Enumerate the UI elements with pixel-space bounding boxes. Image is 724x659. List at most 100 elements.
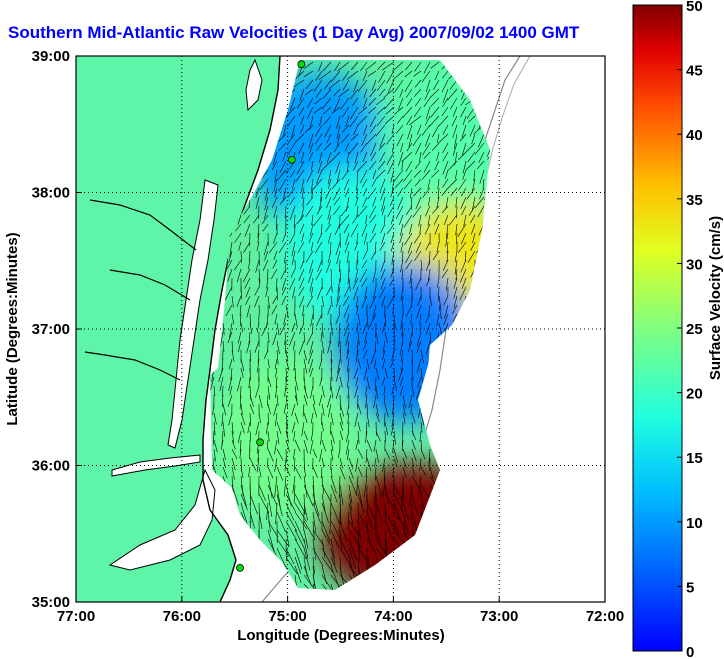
velocity-arrow	[453, 133, 458, 149]
velocity-arrow	[267, 376, 272, 388]
velocity-arrow	[249, 511, 255, 529]
velocity-arrow	[337, 61, 350, 72]
velocity-arrow	[312, 547, 324, 567]
velocity-arrow	[319, 196, 323, 210]
velocity-arrow	[399, 340, 404, 356]
velocity-arrow	[425, 241, 431, 251]
velocity-arrow	[416, 331, 422, 347]
velocity-arrow	[357, 556, 360, 576]
velocity-arrow	[267, 358, 270, 369]
velocity-arrow	[321, 583, 335, 590]
velocity-arrow	[379, 133, 386, 148]
velocity-arrow	[359, 268, 368, 282]
velocity-arrow	[282, 232, 287, 243]
velocity-arrow	[267, 295, 270, 309]
velocity-arrow	[355, 457, 359, 472]
colorbar-tick-label: 15	[686, 450, 703, 467]
velocity-arrow	[337, 277, 341, 293]
velocity-arrow	[355, 349, 359, 363]
velocity-arrow	[289, 205, 296, 220]
velocity-arrow	[393, 493, 405, 514]
velocity-arrow	[311, 160, 314, 171]
velocity-arrow	[453, 277, 458, 289]
velocity-arrow	[420, 412, 425, 426]
velocity-arrow	[411, 511, 418, 533]
velocity-arrow	[291, 250, 296, 265]
velocity-arrow	[353, 124, 359, 135]
velocity-arrow	[391, 250, 395, 265]
velocity-arrow	[389, 277, 395, 287]
velocity-arrow	[249, 457, 257, 471]
velocity-arrow	[343, 322, 350, 337]
velocity-arrow	[338, 475, 341, 499]
velocity-arrow	[303, 70, 314, 78]
velocity-arrow	[267, 466, 274, 479]
velocity-arrow	[443, 313, 449, 326]
velocity-arrow	[267, 538, 277, 556]
velocity-arrow	[357, 421, 361, 432]
velocity-arrow	[381, 61, 395, 71]
velocity-arrow	[220, 439, 224, 450]
velocity-arrow	[374, 511, 377, 530]
velocity-arrow	[405, 250, 413, 264]
velocity-arrow	[379, 178, 386, 193]
velocity-arrow	[378, 142, 386, 151]
velocity-arrow	[228, 358, 233, 370]
velocity-arrow	[462, 115, 467, 126]
velocity-arrow	[431, 142, 440, 151]
velocity-arrow	[260, 169, 269, 180]
velocity-arrow	[436, 151, 440, 161]
velocity-arrow	[420, 367, 423, 383]
velocity-arrow	[419, 313, 422, 325]
velocity-arrow	[369, 115, 377, 128]
velocity-arrow	[294, 439, 301, 452]
velocity-arrow	[350, 61, 359, 71]
velocity-arrow	[308, 358, 314, 373]
velocity-arrow	[279, 322, 287, 336]
velocity-arrow	[401, 268, 404, 280]
velocity-arrow	[436, 241, 440, 253]
velocity-arrow	[421, 70, 431, 83]
velocity-arrow	[276, 511, 286, 533]
velocity-arrow	[407, 241, 413, 254]
velocity-arrow	[276, 448, 284, 461]
velocity-arrow	[276, 430, 280, 445]
velocity-arrow	[366, 412, 370, 428]
velocity-arrow	[384, 367, 388, 379]
velocity-arrow	[459, 286, 467, 301]
velocity-arrow	[356, 205, 359, 218]
velocity-arrow	[294, 538, 307, 559]
velocity-arrow	[321, 385, 325, 398]
velocity-arrow	[291, 403, 296, 416]
velocity-arrow	[320, 187, 323, 202]
velocity-arrow	[319, 448, 323, 462]
velocity-arrow	[384, 502, 387, 521]
velocity-arrow	[299, 88, 305, 101]
velocity-arrow	[470, 223, 476, 235]
velocity-arrow	[321, 97, 332, 110]
velocity-arrow	[380, 223, 386, 234]
velocity-arrow	[343, 304, 350, 318]
velocity-arrow	[317, 259, 323, 272]
velocity-arrow	[255, 196, 260, 210]
velocity-arrow	[222, 457, 227, 469]
rappahannock-river	[109, 269, 191, 301]
velocity-arrow	[281, 295, 287, 306]
velocity-arrow	[357, 484, 363, 508]
velocity-arrow	[348, 475, 358, 496]
velocity-arrow	[266, 277, 269, 289]
velocity-arrow	[411, 385, 415, 397]
velocity-arrow	[350, 223, 359, 237]
velocity-arrow	[294, 511, 308, 530]
velocity-arrow	[354, 241, 359, 251]
velocity-arrow	[355, 295, 359, 308]
velocity-arrow	[267, 529, 275, 553]
velocity-arrow	[272, 151, 278, 165]
velocity-arrow	[258, 484, 266, 501]
colorbar-tick-label: 35	[686, 192, 703, 209]
velocity-arrow	[477, 205, 485, 218]
velocity-arrow	[276, 340, 280, 355]
velocity-arrow	[255, 385, 260, 398]
velocity-arrow	[253, 214, 260, 224]
